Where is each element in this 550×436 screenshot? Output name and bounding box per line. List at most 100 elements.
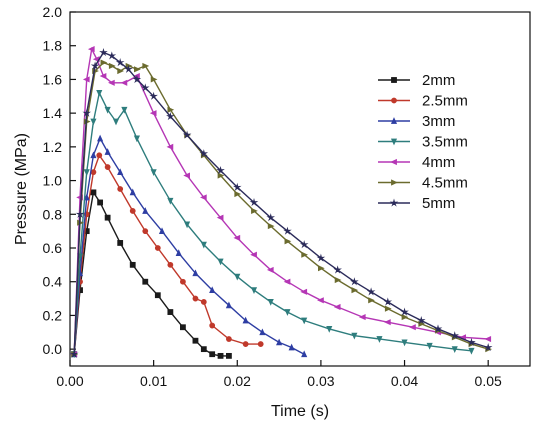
series-line-3.5mm bbox=[73, 90, 472, 355]
data-point bbox=[180, 324, 186, 331]
data-point bbox=[368, 297, 375, 304]
data-point bbox=[167, 261, 174, 268]
data-point bbox=[301, 251, 309, 258]
data-point bbox=[433, 324, 443, 333]
data-point bbox=[451, 346, 458, 353]
data-point bbox=[351, 287, 359, 294]
data-point bbox=[334, 276, 342, 284]
data-point bbox=[90, 61, 100, 70]
data-point bbox=[233, 234, 241, 241]
y-tick-label: 1.4 bbox=[43, 105, 63, 121]
data-point bbox=[129, 208, 136, 214]
data-point bbox=[267, 299, 274, 306]
data-point bbox=[257, 341, 264, 347]
data-point bbox=[150, 76, 158, 83]
legend-label: 2.5mm bbox=[422, 93, 468, 110]
data-point bbox=[192, 337, 199, 344]
data-point bbox=[117, 240, 124, 246]
data-point bbox=[82, 108, 92, 117]
legend-marker bbox=[391, 77, 397, 83]
data-point bbox=[467, 337, 476, 347]
data-point bbox=[69, 349, 79, 358]
series-5mm bbox=[69, 47, 493, 358]
data-point bbox=[140, 83, 150, 92]
data-point bbox=[129, 188, 136, 196]
data-point bbox=[167, 309, 174, 315]
data-point bbox=[217, 258, 224, 266]
data-point bbox=[117, 67, 125, 75]
legend-item: 4.5mm bbox=[378, 175, 468, 192]
data-point bbox=[192, 269, 199, 277]
data-point bbox=[90, 118, 97, 126]
series-4mm bbox=[70, 46, 492, 358]
data-point bbox=[90, 189, 97, 196]
data-point bbox=[97, 134, 104, 142]
x-tick-label: 0.03 bbox=[307, 373, 334, 389]
data-point bbox=[242, 341, 249, 347]
data-point bbox=[283, 278, 291, 285]
data-point bbox=[483, 342, 493, 352]
data-point bbox=[300, 288, 308, 295]
data-point bbox=[75, 209, 85, 218]
data-point bbox=[284, 238, 292, 245]
data-point bbox=[96, 90, 103, 97]
data-point bbox=[209, 286, 216, 294]
data-point bbox=[142, 228, 149, 235]
data-point bbox=[384, 305, 392, 312]
data-point bbox=[317, 297, 324, 304]
x-tick-label: 0.02 bbox=[224, 373, 251, 389]
legend-marker bbox=[390, 138, 398, 146]
data-point bbox=[267, 223, 275, 230]
data-point bbox=[299, 240, 309, 249]
data-point bbox=[259, 328, 266, 336]
data-point bbox=[217, 352, 224, 359]
y-tick-label: 0.0 bbox=[43, 341, 63, 357]
legend-label: 5mm bbox=[422, 195, 455, 212]
data-point bbox=[117, 186, 124, 192]
data-point bbox=[318, 265, 325, 272]
legend-item: 3mm bbox=[378, 113, 455, 130]
data-point bbox=[129, 261, 136, 268]
x-tick-label: 0.00 bbox=[56, 373, 83, 389]
data-point bbox=[104, 164, 111, 170]
legend-item: 2.5mm bbox=[378, 93, 468, 110]
plot-area-border bbox=[69, 11, 531, 367]
axis-ticks: 0.00 0.01 0.02 0.03 0.04 0.05 0.0 0.2 0.4 0.6 0.8 1… bbox=[43, 4, 502, 389]
data-point bbox=[326, 326, 333, 333]
data-point bbox=[333, 303, 341, 311]
data-point bbox=[232, 182, 242, 191]
data-point bbox=[316, 253, 326, 262]
data-point bbox=[183, 172, 190, 179]
data-point bbox=[409, 324, 416, 331]
x-tick-label: 0.04 bbox=[391, 373, 418, 389]
y-tick-label: 1.8 bbox=[43, 38, 63, 54]
data-point bbox=[250, 251, 257, 258]
data-point bbox=[175, 249, 182, 256]
data-point bbox=[142, 278, 149, 285]
legend-marker bbox=[391, 179, 398, 186]
data-point bbox=[266, 213, 276, 222]
data-point bbox=[266, 266, 274, 273]
data-point bbox=[358, 314, 366, 321]
data-point bbox=[132, 74, 142, 84]
data-point bbox=[149, 91, 158, 100]
data-point bbox=[242, 316, 249, 324]
y-tick-label: 0.8 bbox=[43, 206, 63, 222]
data-point bbox=[209, 351, 216, 358]
data-point bbox=[350, 277, 359, 286]
data-point bbox=[107, 51, 117, 60]
data-point bbox=[226, 336, 232, 342]
y-tick-label: 0.4 bbox=[43, 274, 63, 290]
data-point bbox=[108, 62, 116, 70]
series-line-2.5mm bbox=[73, 153, 261, 355]
data-point bbox=[366, 287, 376, 296]
data-point bbox=[199, 149, 209, 158]
data-point bbox=[301, 350, 308, 358]
data-point bbox=[87, 46, 95, 53]
data-point bbox=[167, 197, 174, 205]
data-point bbox=[104, 148, 111, 155]
legend-marker bbox=[390, 117, 398, 124]
data-point bbox=[149, 110, 157, 117]
series-2.5mm bbox=[71, 152, 264, 358]
data-point bbox=[416, 315, 426, 325]
